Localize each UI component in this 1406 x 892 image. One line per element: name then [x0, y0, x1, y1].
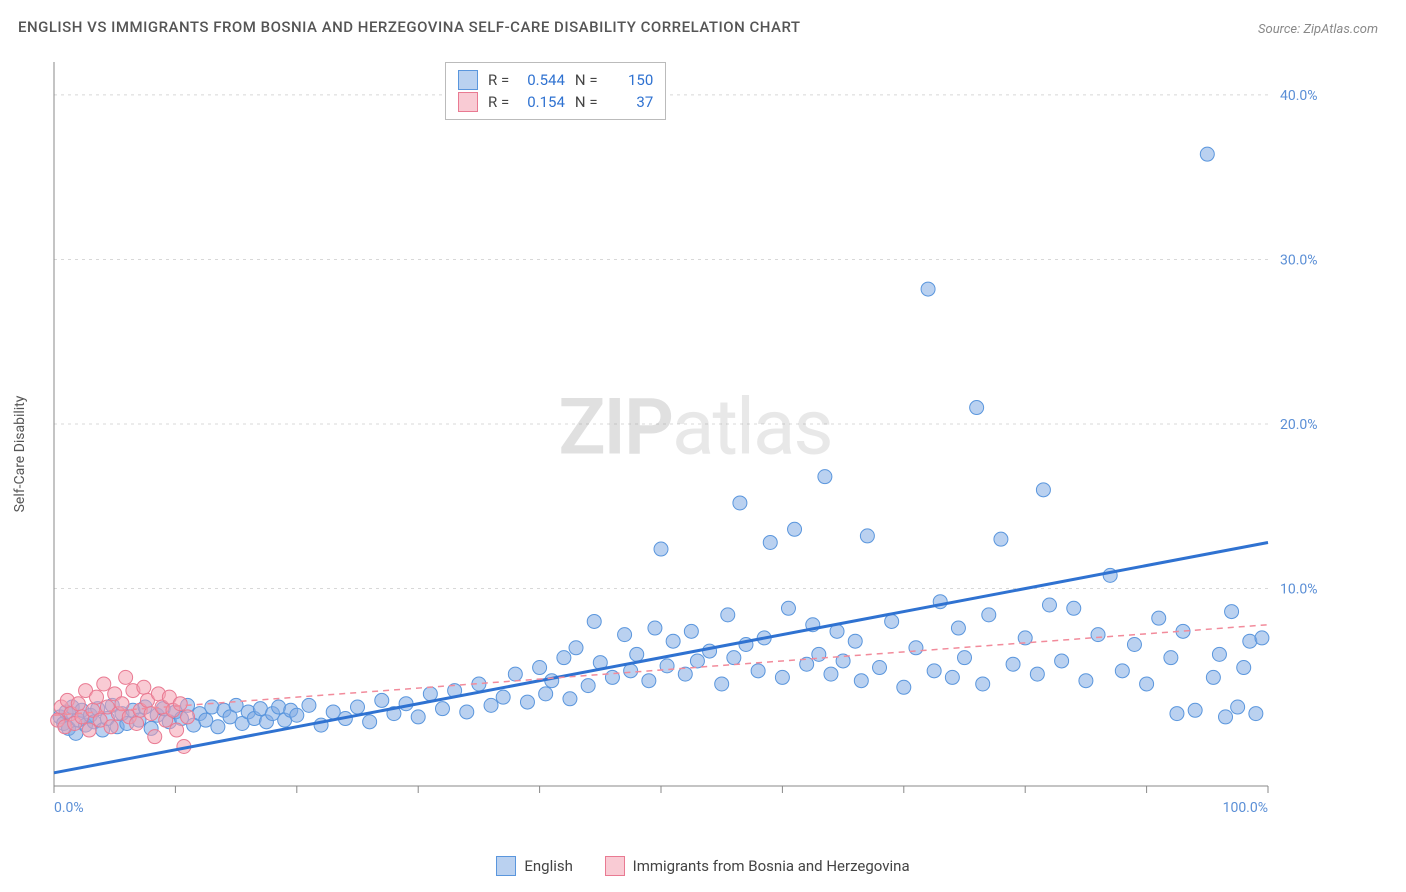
chart-svg: 0.0% 100.0% 10.0% 20.0% 30.0% 40.0% — [50, 58, 1340, 828]
stat-r: R = 0.154 — [488, 91, 565, 113]
chart-title: ENGLISH VS IMMIGRANTS FROM BOSNIA AND HE… — [18, 18, 801, 36]
source-label: Source: — [1258, 22, 1300, 37]
legend-stats-box: R = 0.544 N = 150 R = 0.154 N = 37 — [445, 62, 666, 120]
svg-text:0.0%: 0.0% — [54, 800, 84, 816]
stat-n-value: 150 — [601, 69, 653, 91]
swatch-icon — [496, 856, 516, 876]
legend-bottom: English Immigrants from Bosnia and Herze… — [0, 856, 1406, 880]
legend-label: Immigrants from Bosnia and Herzegovina — [633, 857, 910, 875]
stat-r-value: 0.544 — [513, 69, 565, 91]
stat-r: R = 0.544 — [488, 69, 565, 91]
stat-n: N = 37 — [575, 91, 653, 113]
swatch-icon — [458, 92, 478, 112]
svg-text:40.0%: 40.0% — [1280, 88, 1318, 104]
svg-text:30.0%: 30.0% — [1280, 252, 1318, 268]
legend-item: Immigrants from Bosnia and Herzegovina — [605, 856, 910, 876]
swatch-icon — [605, 856, 625, 876]
legend-stat-row: R = 0.544 N = 150 — [458, 69, 653, 91]
stat-n: N = 150 — [575, 69, 653, 91]
svg-text:100.0%: 100.0% — [1223, 800, 1268, 816]
legend-item: English — [496, 856, 573, 876]
swatch-icon — [458, 70, 478, 90]
svg-text:10.0%: 10.0% — [1280, 582, 1318, 598]
svg-text:20.0%: 20.0% — [1280, 417, 1318, 433]
y-axis-label: Self-Care Disability — [12, 396, 28, 513]
legend-stat-row: R = 0.154 N = 37 — [458, 91, 653, 113]
stat-r-value: 0.154 — [513, 91, 565, 113]
source-value: ZipAtlas.com — [1303, 22, 1378, 37]
legend-label: English — [524, 857, 573, 875]
stat-n-value: 37 — [601, 91, 653, 113]
plot-area: 0.0%100.0%10.0%20.0%30.0%40.0% ZIPatlas — [50, 58, 1340, 828]
source-attribution: Source: ZipAtlas.com — [1258, 22, 1378, 37]
